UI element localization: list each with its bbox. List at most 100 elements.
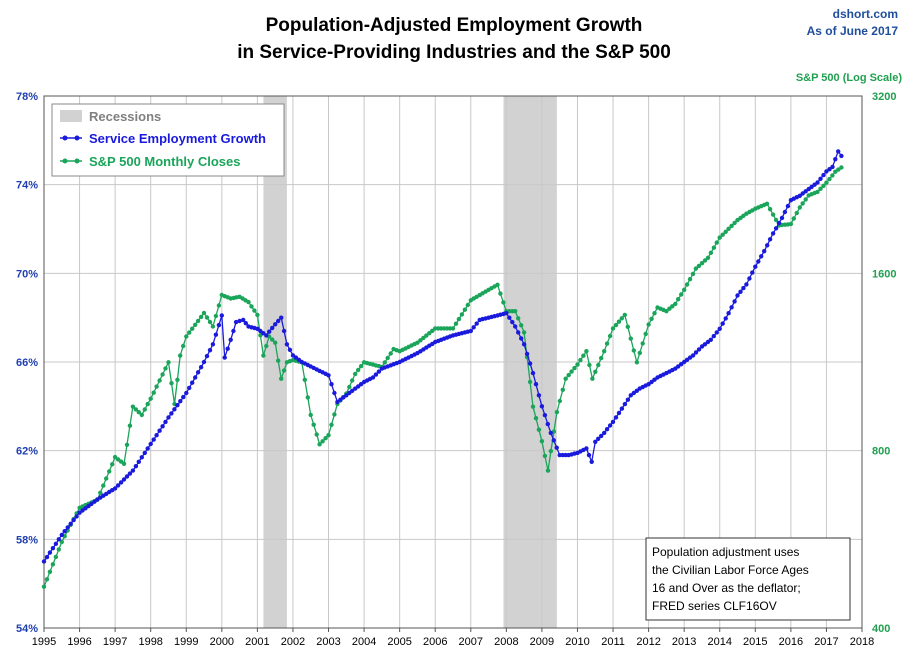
sp500-point (424, 333, 429, 338)
employment-point (56, 537, 61, 542)
note-line: FRED series CLF16OV (652, 599, 777, 613)
employment-point (613, 415, 619, 420)
sp500-point (542, 453, 548, 459)
x-axis-tick-label: 2004 (352, 636, 376, 648)
sp500-point (107, 469, 112, 474)
sp500-point (634, 360, 640, 365)
sp500-point (252, 308, 257, 313)
employment-point (326, 373, 331, 378)
sp500-point (516, 316, 521, 321)
sp500-point (201, 310, 207, 316)
employment-point (833, 157, 838, 162)
sp500-point (720, 232, 725, 237)
employment-point (702, 342, 708, 347)
employment-point (551, 438, 556, 443)
sp500-point (708, 250, 714, 255)
legend-employment-label: Service Employment Growth (89, 131, 266, 146)
employment-point (225, 346, 230, 351)
sp500-point (145, 401, 150, 407)
employment-point (607, 423, 613, 428)
sp500-point (690, 271, 696, 277)
sp500-point (824, 180, 829, 185)
employment-point (542, 413, 548, 418)
employment-point (112, 486, 118, 491)
sp500-point (631, 348, 636, 353)
sp500-point (430, 328, 435, 333)
employment-point (50, 546, 56, 551)
sp500-point (207, 319, 213, 325)
employment-point (201, 359, 207, 365)
sp500-point (498, 291, 503, 296)
sp500-point (139, 412, 144, 418)
employment-point (207, 348, 213, 353)
x-axis-tick-label: 2016 (779, 636, 803, 648)
sp500-point (195, 318, 201, 324)
sp500-point (821, 183, 826, 188)
sp500-point (830, 173, 835, 178)
employment-point (190, 380, 195, 385)
employment-point (279, 315, 284, 320)
sp500-point (569, 369, 574, 374)
left-axis-tick-label: 74% (16, 180, 38, 192)
employment-point (765, 243, 770, 248)
employment-point (622, 401, 628, 407)
sp500-point (210, 324, 216, 329)
employment-point (370, 375, 376, 380)
left-axis-tick-label: 78% (16, 91, 38, 103)
sp500-point (281, 368, 287, 373)
legend-employment-marker (74, 135, 80, 141)
sp500-point (791, 216, 796, 221)
employment-point (504, 311, 509, 316)
employment-point (157, 428, 162, 433)
employment-point (139, 455, 144, 460)
sp500-point (501, 300, 506, 305)
employment-point (373, 372, 379, 377)
sp500-point (418, 338, 423, 343)
sp500-point (130, 404, 136, 409)
employment-point (693, 350, 699, 355)
x-axis-tick-label: 2002 (281, 636, 305, 648)
sp500-point (204, 315, 210, 320)
sp500-point (667, 306, 672, 311)
sp500-point (465, 302, 470, 308)
employment-point (195, 370, 201, 375)
employment-point (210, 342, 216, 347)
sp500-point (643, 331, 648, 337)
sp500-point (323, 436, 328, 441)
sp500-point (652, 311, 657, 316)
sp500-point (59, 539, 64, 545)
sp500-point (98, 490, 103, 495)
sp500-point (160, 372, 165, 377)
sp500-point (127, 423, 133, 428)
x-axis-tick-label: 2001 (245, 636, 269, 648)
employment-point (172, 407, 177, 412)
sp500-point (305, 395, 310, 400)
sp500-point (427, 331, 432, 336)
sp500-point (572, 365, 577, 371)
x-axis-tick-label: 2000 (210, 636, 234, 648)
sp500-point (456, 316, 462, 322)
employment-point (468, 328, 473, 334)
employment-point (726, 311, 731, 316)
sp500-point (249, 304, 254, 309)
employment-point (720, 321, 725, 326)
sp500-point (613, 322, 619, 328)
x-axis-tick-label: 2005 (387, 636, 411, 648)
employment-point (776, 220, 782, 226)
sp500-point (415, 340, 420, 345)
sp500-point (714, 240, 719, 245)
employment-point (750, 270, 755, 275)
note-box: Population adjustment uses the Civilian … (645, 537, 851, 621)
x-axis-tick-label: 1996 (67, 636, 91, 648)
employment-point (782, 209, 788, 215)
x-axis-tick-label: 2003 (316, 636, 340, 648)
employment-point (539, 404, 545, 409)
employment-point (273, 322, 278, 327)
employment-point (130, 468, 136, 473)
x-axis-tick-label: 2010 (565, 636, 589, 648)
sp500-point (566, 372, 571, 378)
sp500-point (702, 258, 708, 263)
source-label: dshort.com (833, 7, 898, 21)
sp500-point (157, 378, 162, 383)
employment-point (145, 446, 150, 451)
